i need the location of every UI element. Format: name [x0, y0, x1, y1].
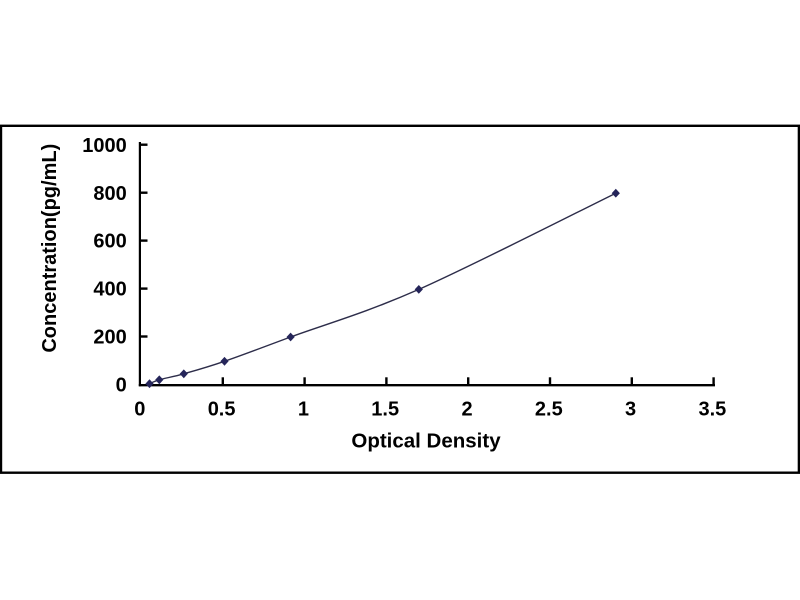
- svg-text:800: 800: [93, 183, 126, 205]
- svg-text:2.5: 2.5: [535, 399, 563, 421]
- svg-text:0.5: 0.5: [208, 399, 236, 421]
- svg-text:Concentration(pg/mL): Concentration(pg/mL): [39, 144, 61, 353]
- svg-text:3: 3: [625, 399, 636, 421]
- svg-text:Optical Density: Optical Density: [351, 430, 501, 453]
- svg-text:200: 200: [93, 327, 126, 349]
- svg-text:400: 400: [93, 279, 126, 301]
- svg-text:2: 2: [461, 399, 472, 421]
- svg-text:0: 0: [134, 399, 145, 421]
- svg-text:3.5: 3.5: [698, 399, 726, 421]
- svg-text:1.5: 1.5: [371, 399, 399, 421]
- svg-text:0: 0: [116, 375, 127, 397]
- svg-text:1000: 1000: [82, 135, 127, 157]
- svg-text:1: 1: [298, 399, 309, 421]
- svg-text:600: 600: [93, 231, 126, 253]
